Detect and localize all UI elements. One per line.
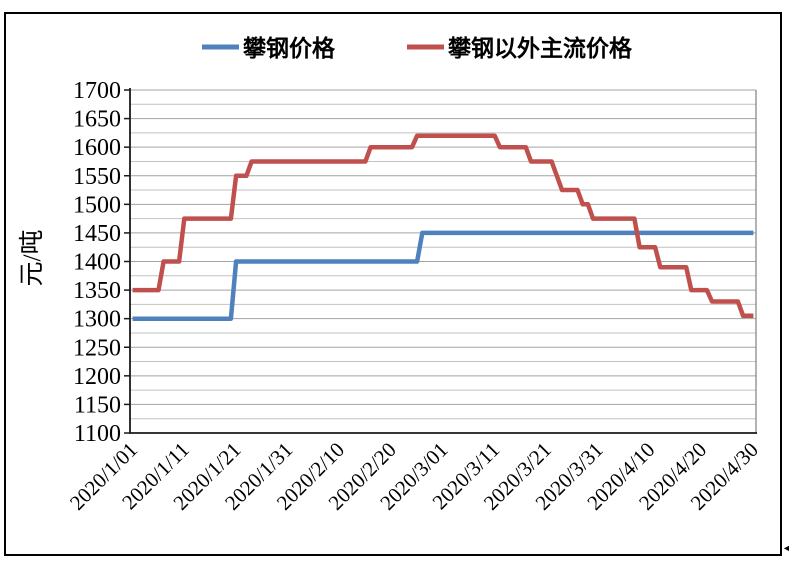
gridlines-layer	[130, 89, 756, 420]
y-tick-label: 1650	[73, 107, 121, 133]
chart-outer-frame	[4, 12, 782, 556]
y-tick-label: 1400	[73, 250, 121, 276]
legend-label-series2: 攀钢以外主流价格	[447, 35, 633, 61]
y-tick-label: 1150	[74, 392, 121, 418]
y-tick-label: 1300	[73, 307, 121, 333]
corner-resize-artifact: ◄	[782, 543, 789, 553]
y-tick-label: 1600	[73, 135, 121, 161]
y-tick-label: 1250	[73, 335, 121, 361]
axes-layer	[124, 88, 757, 434]
series-layer	[132, 133, 754, 321]
y-tick-label: 1200	[73, 364, 121, 390]
legend-label-series1: 攀钢价格	[242, 35, 336, 61]
x-axis-labels: 2020/1/012020/1/112020/1/212020/1/312020…	[65, 438, 763, 515]
y-tick-label: 1700	[73, 78, 121, 104]
series-line-1	[132, 230, 754, 321]
series-line-2	[132, 133, 754, 319]
y-tick-label: 1100	[74, 421, 121, 447]
y-axis-title: 元/吨	[18, 230, 46, 287]
y-tick-label: 1450	[73, 221, 121, 247]
legend: 攀钢价格 攀钢以外主流价格	[202, 35, 633, 61]
y-tick-label: 1500	[73, 192, 121, 218]
y-tick-label: 1550	[73, 164, 121, 190]
y-tick-label: 1350	[73, 278, 121, 304]
